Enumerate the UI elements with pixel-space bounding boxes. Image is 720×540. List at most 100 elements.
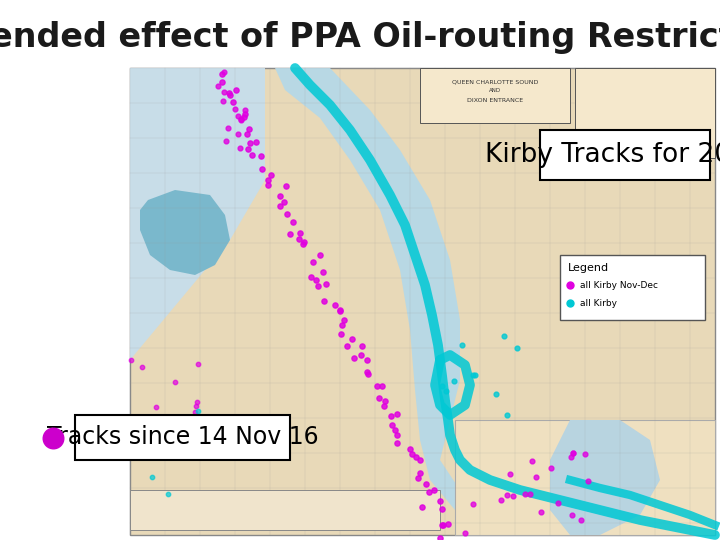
Point [251,138,262,146]
Point [356,342,368,350]
Point [48,433,59,442]
Point [238,113,250,122]
Text: Unintended effect of PPA Oil-routing Restrictions?: Unintended effect of PPA Oil-routing Res… [0,22,720,55]
Point [505,470,516,478]
Point [235,116,247,125]
Point [524,490,536,499]
Point [329,301,341,309]
Point [154,444,166,453]
Point [287,218,299,226]
Point [391,409,402,418]
Point [256,165,267,174]
Point [280,181,292,190]
Point [217,78,228,86]
Point [217,97,229,106]
Point [151,415,163,424]
Point [467,500,479,509]
Point [575,516,587,524]
Point [318,268,329,276]
Point [335,329,346,338]
Point [414,456,426,464]
Point [391,431,402,440]
Point [219,88,230,97]
Point [372,381,383,390]
Point [162,490,174,498]
Text: Legend: Legend [568,263,609,273]
Point [423,487,435,496]
Point [469,370,481,379]
Point [441,387,452,396]
Point [145,420,156,428]
Point [356,350,367,359]
Point [279,198,290,206]
Point [137,363,148,372]
Point [387,421,398,430]
Bar [75,415,290,460]
Point [582,476,593,485]
Point [361,356,373,364]
Point [263,180,274,189]
Point [125,450,137,458]
Point [223,88,235,97]
Point [428,485,440,494]
Point [244,139,256,147]
Text: Tracks since 14 Nov 16: Tracks since 14 Nov 16 [47,426,318,449]
Bar [130,68,715,535]
Point [225,91,236,99]
Point [336,321,348,329]
Point [535,508,546,516]
Point [293,235,305,244]
Bar [575,68,715,158]
Point [274,201,286,210]
Polygon shape [550,420,660,535]
Point [310,276,322,285]
Point [147,473,158,482]
Point [190,401,202,410]
Point [128,443,140,452]
Point [436,382,448,390]
Point [566,511,577,520]
Point [128,415,140,423]
Point [530,473,541,482]
Point [501,411,513,420]
Point [456,341,467,349]
Bar [540,130,710,180]
Point [564,281,576,289]
Point [312,281,324,290]
Point [241,129,253,138]
Point [414,469,426,477]
Point [564,299,576,307]
Point [192,397,203,406]
Point [448,377,459,386]
Point [566,453,577,462]
Point [567,448,579,457]
Point [229,105,240,114]
Point [243,125,255,134]
Polygon shape [275,68,500,535]
Point [246,151,258,159]
Bar [130,490,440,530]
Point [125,355,137,364]
Bar [420,68,570,123]
Point [255,152,266,161]
Point [299,238,310,246]
Text: DIXON ENTRANCE: DIXON ENTRANCE [467,98,523,103]
Point [373,394,384,402]
Point [220,137,232,146]
Text: QUEEN CHARLOTTE SOUND: QUEEN CHARLOTTE SOUND [452,79,538,84]
Point [169,377,181,386]
Point [436,521,447,529]
Text: Kirby Tracks for 2016: Kirby Tracks for 2016 [485,142,720,168]
Bar [455,420,715,535]
Point [490,389,501,398]
Point [230,86,242,94]
Point [335,306,346,314]
Point [240,109,251,118]
Point [233,112,244,120]
Point [334,307,346,315]
Point [420,480,431,488]
Point [459,529,471,537]
Point [184,434,195,442]
Point [222,124,233,132]
Point [297,239,309,248]
